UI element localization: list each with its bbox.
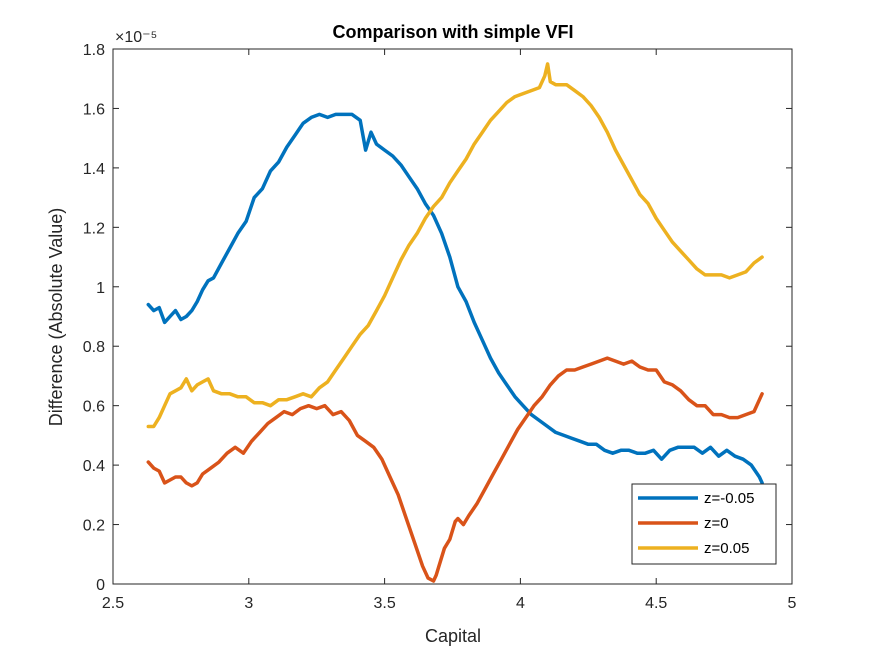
y-exponent-label: ×10⁻⁵ bbox=[115, 29, 157, 46]
x-tick-label: 2.5 bbox=[102, 595, 124, 612]
y-tick-label: 0.2 bbox=[83, 518, 105, 535]
x-tick-label: 5 bbox=[788, 595, 797, 612]
legend-label: z=0.05 bbox=[704, 540, 749, 557]
y-tick-label: 1.8 bbox=[83, 42, 105, 59]
chart-title: Comparison with simple VFI bbox=[332, 22, 573, 42]
y-axis-label: Difference (Absolute Value) bbox=[46, 208, 66, 426]
y-tick-label: 0.6 bbox=[83, 399, 105, 416]
y-axis-ticks: 0 0.2 0.4 0.6 0.8 1 1.2 1.4 1.6 1.8 bbox=[83, 42, 792, 594]
legend-label: z=-0.05 bbox=[704, 490, 754, 507]
x-tick-label: 3 bbox=[244, 595, 253, 612]
y-tick-label: 0.8 bbox=[83, 339, 105, 356]
y-tick-label: 1.2 bbox=[83, 220, 105, 237]
x-tick-label: 3.5 bbox=[373, 595, 395, 612]
x-axis-label: Capital bbox=[425, 626, 481, 646]
y-tick-label: 0 bbox=[96, 577, 105, 594]
y-tick-label: 1.4 bbox=[83, 161, 105, 178]
x-axis-ticks: 2.5 3 3.5 4 4.5 5 bbox=[102, 49, 797, 612]
legend: z=-0.05 z=0 z=0.05 bbox=[631, 483, 777, 565]
legend-label: z=0 bbox=[704, 515, 729, 532]
y-tick-label: 1.6 bbox=[83, 101, 105, 118]
series-lines bbox=[146, 62, 764, 583]
y-tick-label: 1 bbox=[96, 280, 105, 297]
x-tick-label: 4.5 bbox=[645, 595, 667, 612]
x-tick-label: 4 bbox=[516, 595, 525, 612]
y-tick-label: 0.4 bbox=[83, 458, 105, 475]
series-line-1 bbox=[146, 112, 764, 485]
series-line-3 bbox=[146, 62, 764, 429]
series-line-2 bbox=[146, 356, 764, 583]
